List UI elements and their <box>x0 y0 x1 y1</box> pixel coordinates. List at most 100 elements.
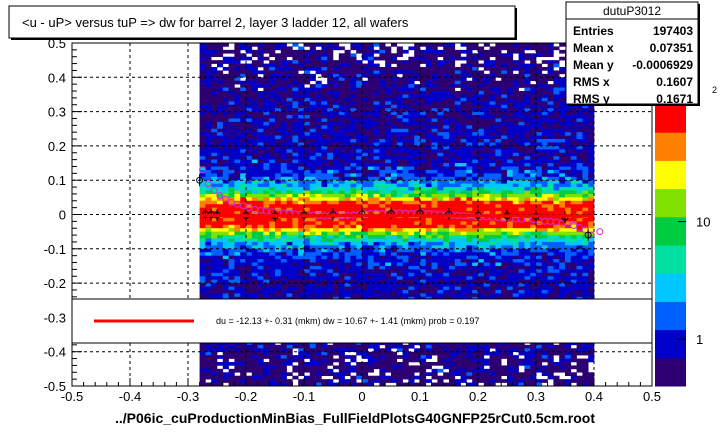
heatmap-cell <box>449 46 456 51</box>
heatmap-cell <box>251 365 258 370</box>
heatmap-cell <box>449 224 456 229</box>
heatmap-cell <box>495 91 502 95</box>
heatmap-cell <box>199 159 206 164</box>
heatmap-cell <box>333 276 340 280</box>
heatmap-cell <box>379 259 386 263</box>
heatmap-cell <box>257 46 264 51</box>
heatmap-cell <box>373 101 380 106</box>
heatmap-cell <box>449 80 456 85</box>
heatmap-cell <box>367 163 374 167</box>
heatmap-cell <box>385 361 392 366</box>
heatmap-cell <box>391 128 398 133</box>
heatmap-cell <box>222 259 229 263</box>
heatmap-cell <box>199 368 206 373</box>
heatmap-cell <box>495 173 502 178</box>
heatmap-cell <box>321 87 328 92</box>
heatmap-cell <box>315 238 322 243</box>
heatmap-cell <box>402 149 409 154</box>
heatmap-cell <box>367 355 374 359</box>
heatmap-cell <box>298 217 305 222</box>
heatmap-cell <box>385 156 392 160</box>
heatmap-cell <box>414 217 421 222</box>
heatmap-cell <box>420 84 427 88</box>
heatmap-cell <box>472 197 479 202</box>
heatmap-cell <box>304 252 311 256</box>
heatmap-cell <box>199 272 206 277</box>
heatmap-cell <box>489 259 496 263</box>
heatmap-cell <box>199 67 206 71</box>
heatmap-cell <box>257 382 264 386</box>
heatmap-cell <box>205 49 212 54</box>
heatmap-cell <box>437 183 444 188</box>
heatmap-cell <box>449 190 456 195</box>
heatmap-cell <box>478 231 485 236</box>
heatmap-cell <box>454 272 461 277</box>
heatmap-cell <box>246 118 253 123</box>
heatmap-cell <box>234 217 241 222</box>
heatmap-cell <box>356 180 363 184</box>
heatmap-cell <box>431 351 438 356</box>
heatmap-cell <box>495 255 502 260</box>
heatmap-cell <box>391 221 398 226</box>
heatmap-cell <box>449 204 456 208</box>
heatmap-cell <box>240 255 247 260</box>
heatmap-cell <box>321 56 328 61</box>
heatmap-cell <box>344 118 351 123</box>
heatmap-cell <box>379 43 386 47</box>
heatmap-cell <box>489 84 496 88</box>
heatmap-cell <box>234 351 241 356</box>
heatmap-cell <box>333 255 340 260</box>
heatmap-cell <box>425 67 432 71</box>
heatmap-cell <box>425 279 432 284</box>
heatmap-cell <box>269 379 276 383</box>
heatmap-cell <box>217 108 224 112</box>
heatmap-cell <box>315 156 322 160</box>
heatmap-cell <box>344 190 351 195</box>
heatmap-cell <box>234 204 241 208</box>
heatmap-cell <box>437 272 444 277</box>
heatmap-cell <box>373 293 380 298</box>
heatmap-cell <box>350 87 357 92</box>
heatmap-cell <box>466 372 473 377</box>
heatmap-cell <box>431 152 438 157</box>
heatmap-cell <box>269 231 276 236</box>
heatmap-cell <box>275 56 282 61</box>
heatmap-cell <box>367 344 374 349</box>
heatmap-cell <box>454 204 461 208</box>
heatmap-cell <box>466 84 473 88</box>
heatmap-cell <box>495 108 502 112</box>
heatmap-cell <box>286 121 293 126</box>
heatmap-cell <box>280 108 287 112</box>
heatmap-cell <box>246 211 253 215</box>
heatmap-cell <box>275 84 282 88</box>
heatmap-cell <box>315 265 322 270</box>
heatmap-cell <box>408 224 415 229</box>
heatmap-cell <box>321 355 328 359</box>
heatmap-cell <box>373 259 380 263</box>
heatmap-cell <box>425 193 432 198</box>
heatmap-cell <box>251 259 258 263</box>
heatmap-cell <box>240 176 247 181</box>
heatmap-cell <box>379 180 386 184</box>
heatmap-cell <box>373 104 380 109</box>
heatmap-cell <box>356 372 363 377</box>
heatmap-cell <box>402 108 409 112</box>
heatmap-cell <box>385 217 392 222</box>
heatmap-cell <box>420 180 427 184</box>
heatmap-cell <box>373 193 380 198</box>
heatmap-cell <box>315 361 322 366</box>
heatmap-cell <box>466 142 473 147</box>
heatmap-cell <box>263 289 270 294</box>
heatmap-cell <box>414 101 421 106</box>
heatmap-cell <box>460 128 467 133</box>
heatmap-cell <box>478 180 485 184</box>
heatmap-cell <box>483 245 490 250</box>
heatmap-cell <box>333 180 340 184</box>
heatmap-cell <box>246 111 253 116</box>
heatmap-cell <box>425 111 432 116</box>
heatmap-cell <box>240 152 247 157</box>
heatmap-cell <box>362 365 369 370</box>
heatmap-cell <box>367 152 374 157</box>
heatmap-cell <box>437 231 444 236</box>
heatmap-cell <box>420 365 427 370</box>
